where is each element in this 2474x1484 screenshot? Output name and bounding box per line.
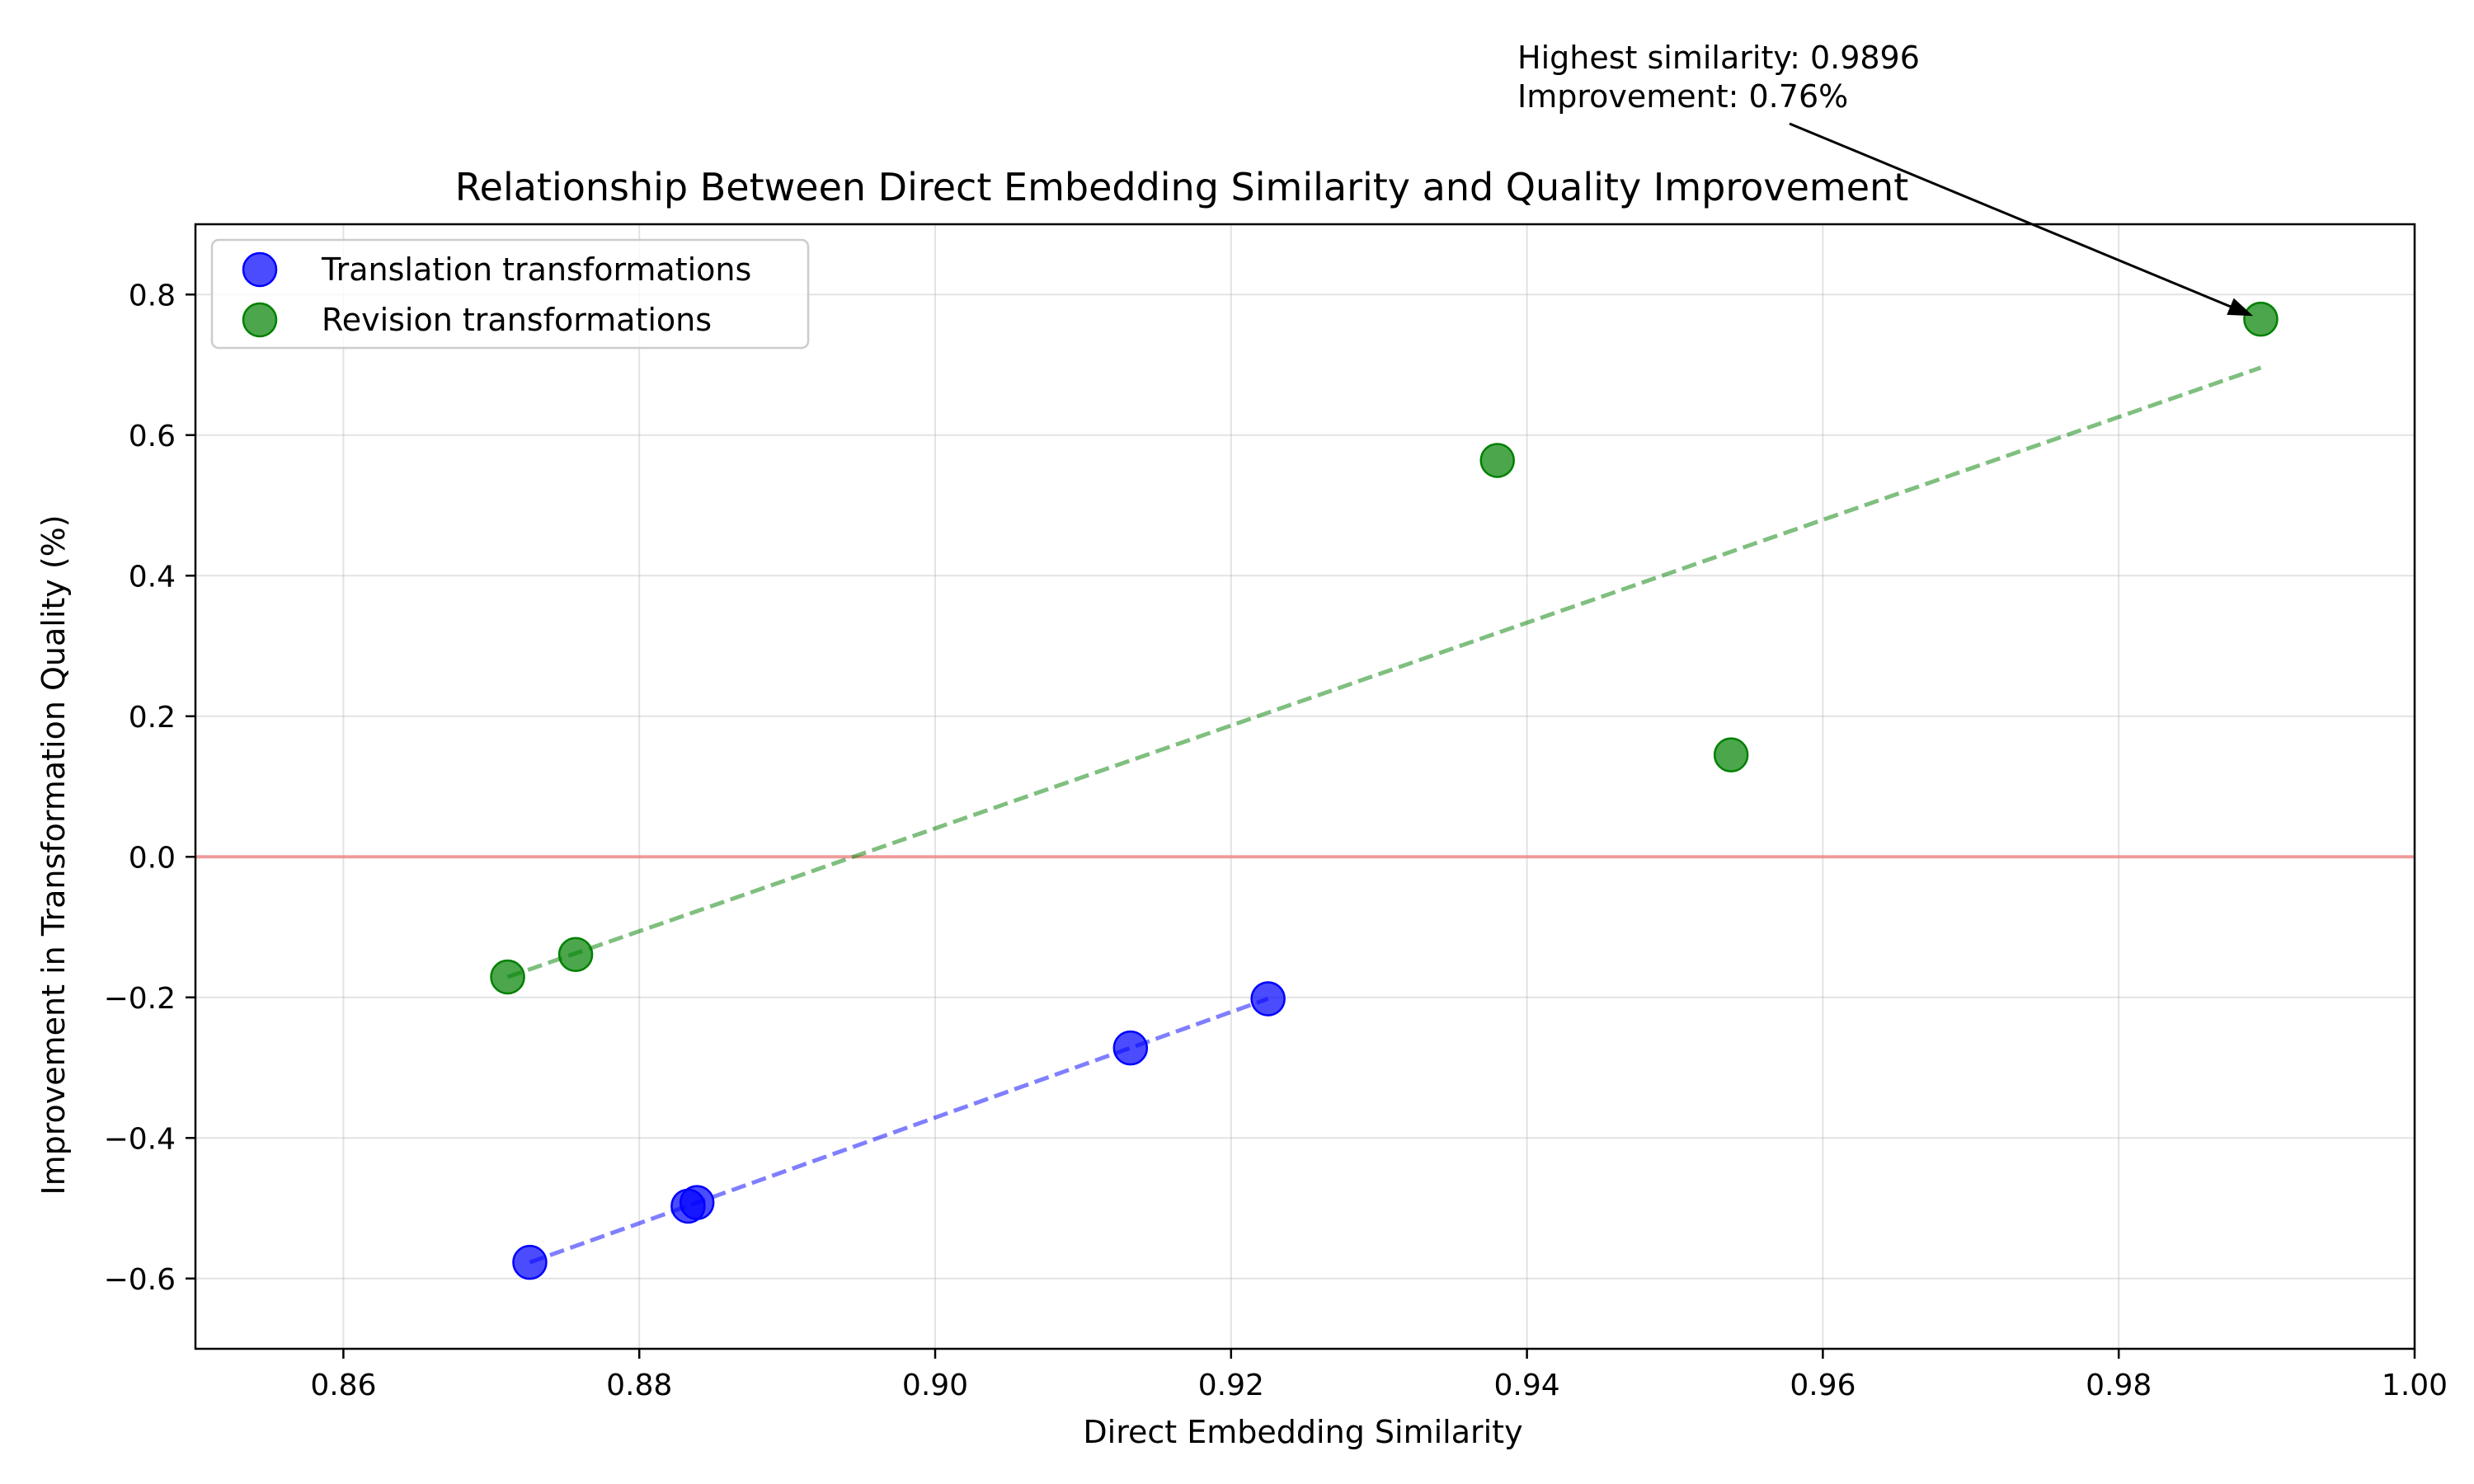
x-tick-label: 0.98 bbox=[2086, 1369, 2152, 1402]
annotation-arrow bbox=[1789, 122, 2239, 311]
x-tick-label: 1.00 bbox=[2382, 1369, 2448, 1402]
translation-point bbox=[679, 1185, 715, 1220]
grid bbox=[195, 224, 2415, 1349]
x-tick-label: 0.90 bbox=[902, 1369, 968, 1402]
y-tick-label: 0.8 bbox=[129, 279, 176, 312]
legend-label-revision: Revision transformations bbox=[322, 302, 712, 338]
legend-box bbox=[210, 238, 810, 350]
annotation-line-1: Highest similarity: 0.9896 bbox=[1517, 40, 1920, 76]
y-tick-label: −0.2 bbox=[104, 982, 176, 1016]
revision-point bbox=[1479, 443, 1515, 478]
x-axis-ticks: 0.86 0.88 0.90 0.92 0.94 0.96 0.98 1.00 bbox=[310, 1349, 2448, 1402]
y-axis-ticks: −0.6 −0.4 −0.2 0.0 0.2 0.4 0.6 0.8 bbox=[104, 279, 195, 1297]
annotation: Highest similarity: 0.9896 Improvement: … bbox=[1517, 40, 2254, 317]
legend-marker-revision bbox=[242, 302, 278, 338]
y-tick-label: −0.6 bbox=[104, 1263, 176, 1297]
translation-point bbox=[1112, 1030, 1149, 1066]
annotation-line-2: Improvement: 0.76% bbox=[1517, 78, 1848, 115]
plot-area-frame bbox=[194, 223, 2416, 1350]
legend-label-translation: Translation transformations bbox=[321, 251, 751, 288]
y-axis-label: Improvement in Transformation Quality (%… bbox=[35, 514, 72, 1195]
trend-lines bbox=[506, 365, 2262, 1265]
chart-title: Relationship Between Direct Embedding Si… bbox=[455, 165, 1909, 209]
annotation-arrowhead bbox=[2227, 298, 2254, 317]
x-tick-label: 0.94 bbox=[1494, 1369, 1560, 1402]
y-tick-label: 0.0 bbox=[129, 841, 176, 875]
translation-trend-line bbox=[529, 997, 1269, 1265]
x-tick-label: 0.86 bbox=[310, 1369, 376, 1402]
x-axis-label: Direct Embedding Similarity bbox=[1083, 1414, 1522, 1450]
x-tick-label: 0.88 bbox=[606, 1369, 672, 1402]
x-tick-label: 0.96 bbox=[1790, 1369, 1856, 1402]
revision-trend-line bbox=[506, 365, 2262, 979]
y-tick-label: 0.2 bbox=[129, 701, 176, 735]
translation-point bbox=[512, 1244, 548, 1280]
translation-point bbox=[1250, 981, 1286, 1017]
legend-marker-translation bbox=[242, 251, 278, 288]
y-tick-label: −0.4 bbox=[104, 1122, 176, 1156]
data-points bbox=[490, 301, 2279, 1280]
revision-point bbox=[557, 937, 594, 972]
y-tick-label: 0.6 bbox=[129, 420, 176, 453]
x-tick-label: 0.92 bbox=[1198, 1369, 1264, 1402]
legend: Translation transformations Revision tra… bbox=[210, 238, 810, 350]
revision-point bbox=[1713, 737, 1749, 773]
revision-point bbox=[490, 959, 525, 995]
y-tick-label: 0.4 bbox=[129, 560, 176, 594]
revision-point bbox=[2243, 301, 2279, 337]
